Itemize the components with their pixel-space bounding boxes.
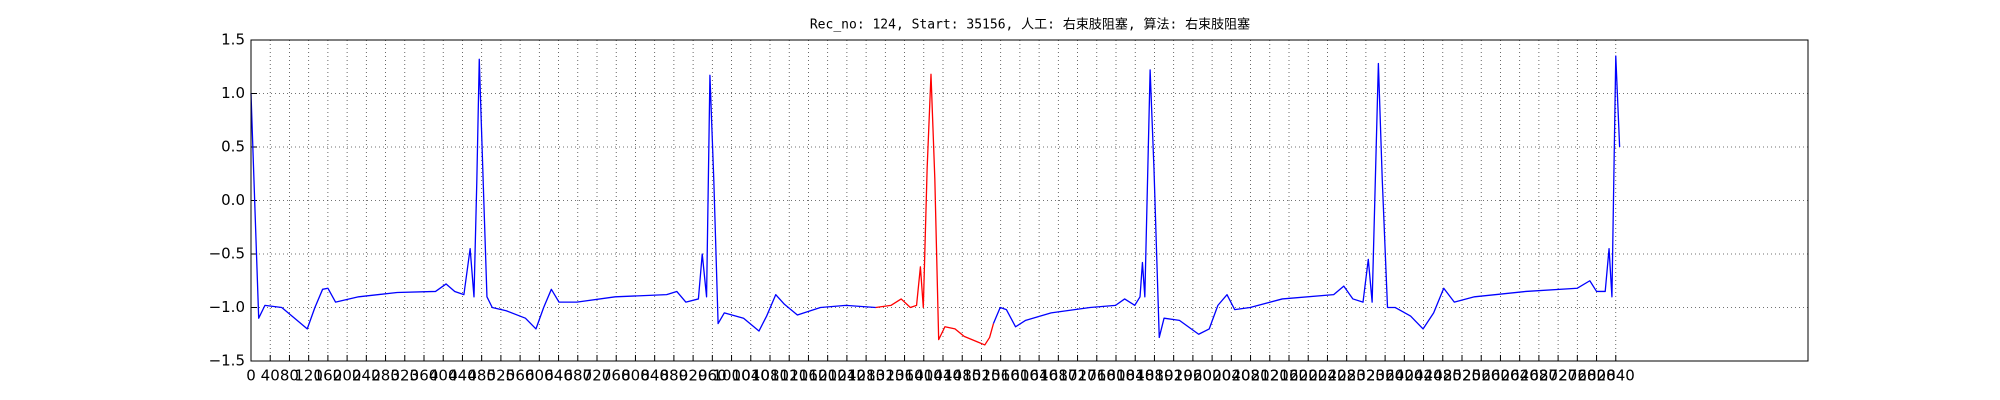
chart-title: Rec_no: 124, Start: 35156, 人工: 右束肢阻塞, 算法… (810, 17, 1250, 33)
x-tick-label: 1360 (885, 367, 923, 385)
x-tick-label: 1640 (1020, 367, 1058, 385)
x-tick-label: 1840 (1116, 367, 1154, 385)
x-tick-label: 2600 (1481, 367, 1519, 385)
y-tick-label: 1.0 (221, 84, 245, 102)
x-tick-label: 2760 (1558, 367, 1596, 385)
x-tick-label: 440 (448, 367, 477, 385)
plot-frame (250, 39, 1809, 362)
x-tick-label: 160 (314, 367, 343, 385)
x-tick-label: 1880 (1135, 367, 1173, 385)
y-tick-label: −1.0 (209, 298, 245, 316)
x-tick-label: 2040 (1212, 367, 1250, 385)
x-tick-label: 2560 (1462, 367, 1500, 385)
x-tick-label: 1200 (809, 367, 847, 385)
x-tick-label: 2640 (1501, 367, 1539, 385)
x-tick-label: 560 (506, 367, 535, 385)
x-tick-label: 1960 (1174, 367, 1212, 385)
x-tick-label: 2000 (1193, 367, 1231, 385)
x-tick-label: 1520 (962, 367, 1000, 385)
x-tick-label: 80 (280, 367, 299, 385)
x-tick-label: 320 (390, 367, 419, 385)
x-tick-label: 1320 (866, 367, 904, 385)
x-tick-label: 400 (429, 367, 458, 385)
y-tick-label: 1.5 (221, 31, 245, 49)
x-tick-label: 1240 (828, 367, 866, 385)
y-tick-label: 0.0 (221, 191, 245, 209)
x-tick-label: 1760 (1078, 367, 1116, 385)
x-tick-label: 1000 (712, 367, 750, 385)
x-tick-label: 2720 (1539, 367, 1577, 385)
x-tick-label: 1040 (732, 367, 770, 385)
x-tick-label: 1280 (847, 367, 885, 385)
x-tick-label: 40 (261, 367, 280, 385)
x-tick-label: 520 (487, 367, 516, 385)
x-tick-label: 680 (563, 367, 592, 385)
x-tick-label: 840 (640, 367, 669, 385)
x-tick-label: 2080 (1231, 367, 1269, 385)
x-tick-label: 640 (544, 367, 573, 385)
ecg-line (250, 58, 876, 332)
y-tick-label: −0.5 (209, 245, 245, 263)
x-tick-label: 2680 (1520, 367, 1558, 385)
x-tick-label: 2520 (1443, 367, 1481, 385)
x-tick-label: 920 (679, 367, 708, 385)
y-tick-label: −1.5 (209, 352, 245, 370)
x-tick-label: 1800 (1097, 367, 1135, 385)
x-tick-label: 2280 (1328, 367, 1366, 385)
x-tick-label: 480 (467, 367, 496, 385)
x-tick-label: 2800 (1577, 367, 1615, 385)
x-tick-label: 1920 (1155, 367, 1193, 385)
x-tick-label: 1680 (1039, 367, 1077, 385)
x-tick-label: 1120 (770, 367, 808, 385)
x-tick-label: 1560 (982, 367, 1020, 385)
x-tick-label: 760 (602, 367, 631, 385)
x-tick-label: 2120 (1251, 367, 1289, 385)
x-tick-label: 1080 (751, 367, 789, 385)
x-tick-label: 2400 (1385, 367, 1423, 385)
x-tick-label: 2240 (1308, 367, 1346, 385)
x-tick-label: 2360 (1366, 367, 1404, 385)
x-tick-label: 1400 (905, 367, 943, 385)
x-tick-label: 1720 (1058, 367, 1096, 385)
x-tick-label: 800 (621, 367, 650, 385)
x-tick-label: 600 (525, 367, 554, 385)
x-tick-label: 2320 (1347, 367, 1385, 385)
x-tick-label: 2200 (1289, 367, 1327, 385)
x-tick-label: 240 (352, 367, 381, 385)
x-tick-label: 2160 (1270, 367, 1308, 385)
x-tick-label: 120 (294, 367, 323, 385)
x-tick-label: 1440 (924, 367, 962, 385)
x-tick-label: 2440 (1404, 367, 1442, 385)
x-tick-label: 0 (246, 367, 256, 385)
x-tick-label: 1160 (789, 367, 827, 385)
ecg-line (992, 55, 1621, 339)
x-tick-label: 720 (583, 367, 612, 385)
x-tick-label: 1480 (943, 367, 981, 385)
x-tick-label: 2480 (1424, 367, 1462, 385)
x-tick-label: 1600 (1001, 367, 1039, 385)
ecg-line (875, 73, 995, 346)
x-tick-label: 280 (371, 367, 400, 385)
x-tick-label: 200 (333, 367, 362, 385)
x-tick-label: 360 (410, 367, 439, 385)
x-tick-label: 960 (698, 367, 727, 385)
x-tick-label: 880 (660, 367, 689, 385)
x-tick-label: 2840 (1597, 367, 1635, 385)
y-tick-label: 0.5 (221, 138, 245, 156)
